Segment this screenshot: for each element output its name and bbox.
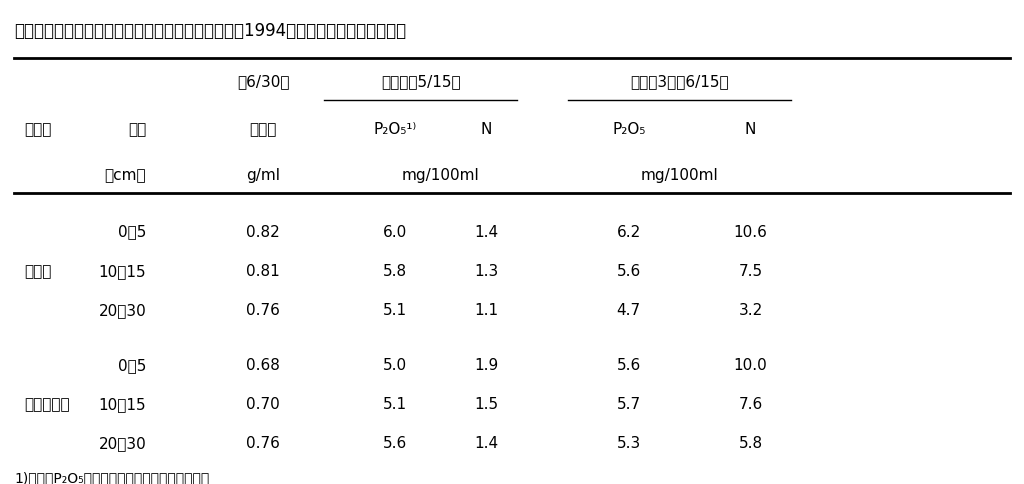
Text: mg/100ml: mg/100ml (641, 167, 719, 182)
Text: g/ml: g/ml (246, 167, 281, 182)
Text: 0.76: 0.76 (246, 436, 281, 451)
Text: P₂O₅: P₂O₅ (612, 122, 645, 137)
Text: ロータリ耕: ロータリ耕 (25, 396, 70, 411)
Text: 5.3: 5.3 (616, 436, 641, 451)
Text: 1.4: 1.4 (474, 224, 499, 239)
Text: 表３　土壌中の可吸態リン酸と無機態窒素量　　（1994年トウモロコシ栽培圃場）: 表３ 土壌中の可吸態リン酸と無機態窒素量 （1994年トウモロコシ栽培圃場） (14, 22, 407, 40)
Text: 10～15: 10～15 (98, 396, 146, 411)
Text: 1)可吸態P₂O₅の測定はブレイ第二法を用いた。: 1)可吸態P₂O₅の測定はブレイ第二法を用いた。 (14, 470, 210, 484)
Text: 1.5: 1.5 (474, 396, 499, 411)
Text: 0.68: 0.68 (246, 357, 281, 372)
Text: 出芽後3週（6/15）: 出芽後3週（6/15） (631, 74, 729, 89)
Text: 20～30: 20～30 (98, 436, 146, 451)
Text: 0～5: 0～5 (118, 357, 146, 372)
Text: 6.2: 6.2 (616, 224, 641, 239)
Text: 5.6: 5.6 (616, 357, 641, 372)
Text: 不耕起: 不耕起 (25, 263, 52, 278)
Text: 1.4: 1.4 (474, 436, 499, 451)
Text: 5.0: 5.0 (383, 357, 408, 372)
Text: 0～5: 0～5 (118, 224, 146, 239)
Text: 3.2: 3.2 (738, 302, 763, 318)
Text: 0.76: 0.76 (246, 302, 281, 318)
Text: 1.9: 1.9 (474, 357, 499, 372)
Text: 7.6: 7.6 (738, 396, 763, 411)
Text: 5.8: 5.8 (738, 436, 763, 451)
Text: 5.6: 5.6 (383, 436, 408, 451)
Text: 播種前（5/15）: 播種前（5/15） (381, 74, 461, 89)
Text: 20～30: 20～30 (98, 302, 146, 318)
Text: 5.1: 5.1 (383, 302, 408, 318)
Text: 10～15: 10～15 (98, 263, 146, 278)
Text: （6/30）: （6/30） (237, 74, 290, 89)
Text: 10.0: 10.0 (734, 357, 768, 372)
Text: 1.3: 1.3 (474, 263, 499, 278)
Text: 5.1: 5.1 (383, 396, 408, 411)
Text: （cm）: （cm） (104, 167, 146, 182)
Text: 深さ: 深さ (128, 122, 146, 137)
Text: 耕起法: 耕起法 (25, 122, 52, 137)
Text: 6.0: 6.0 (383, 224, 408, 239)
Text: 10.6: 10.6 (734, 224, 768, 239)
Text: mg/100ml: mg/100ml (402, 167, 480, 182)
Text: N: N (481, 122, 493, 137)
Text: 0.81: 0.81 (247, 263, 280, 278)
Text: 5.7: 5.7 (616, 396, 641, 411)
Text: 4.7: 4.7 (616, 302, 641, 318)
Text: 5.8: 5.8 (383, 263, 408, 278)
Text: N: N (745, 122, 757, 137)
Text: 1.1: 1.1 (474, 302, 499, 318)
Text: 5.6: 5.6 (616, 263, 641, 278)
Text: 0.82: 0.82 (247, 224, 280, 239)
Text: 仮比重: 仮比重 (250, 122, 276, 137)
Text: P₂O₅¹⁾: P₂O₅¹⁾ (374, 122, 417, 137)
Text: 0.70: 0.70 (247, 396, 280, 411)
Text: 7.5: 7.5 (738, 263, 763, 278)
